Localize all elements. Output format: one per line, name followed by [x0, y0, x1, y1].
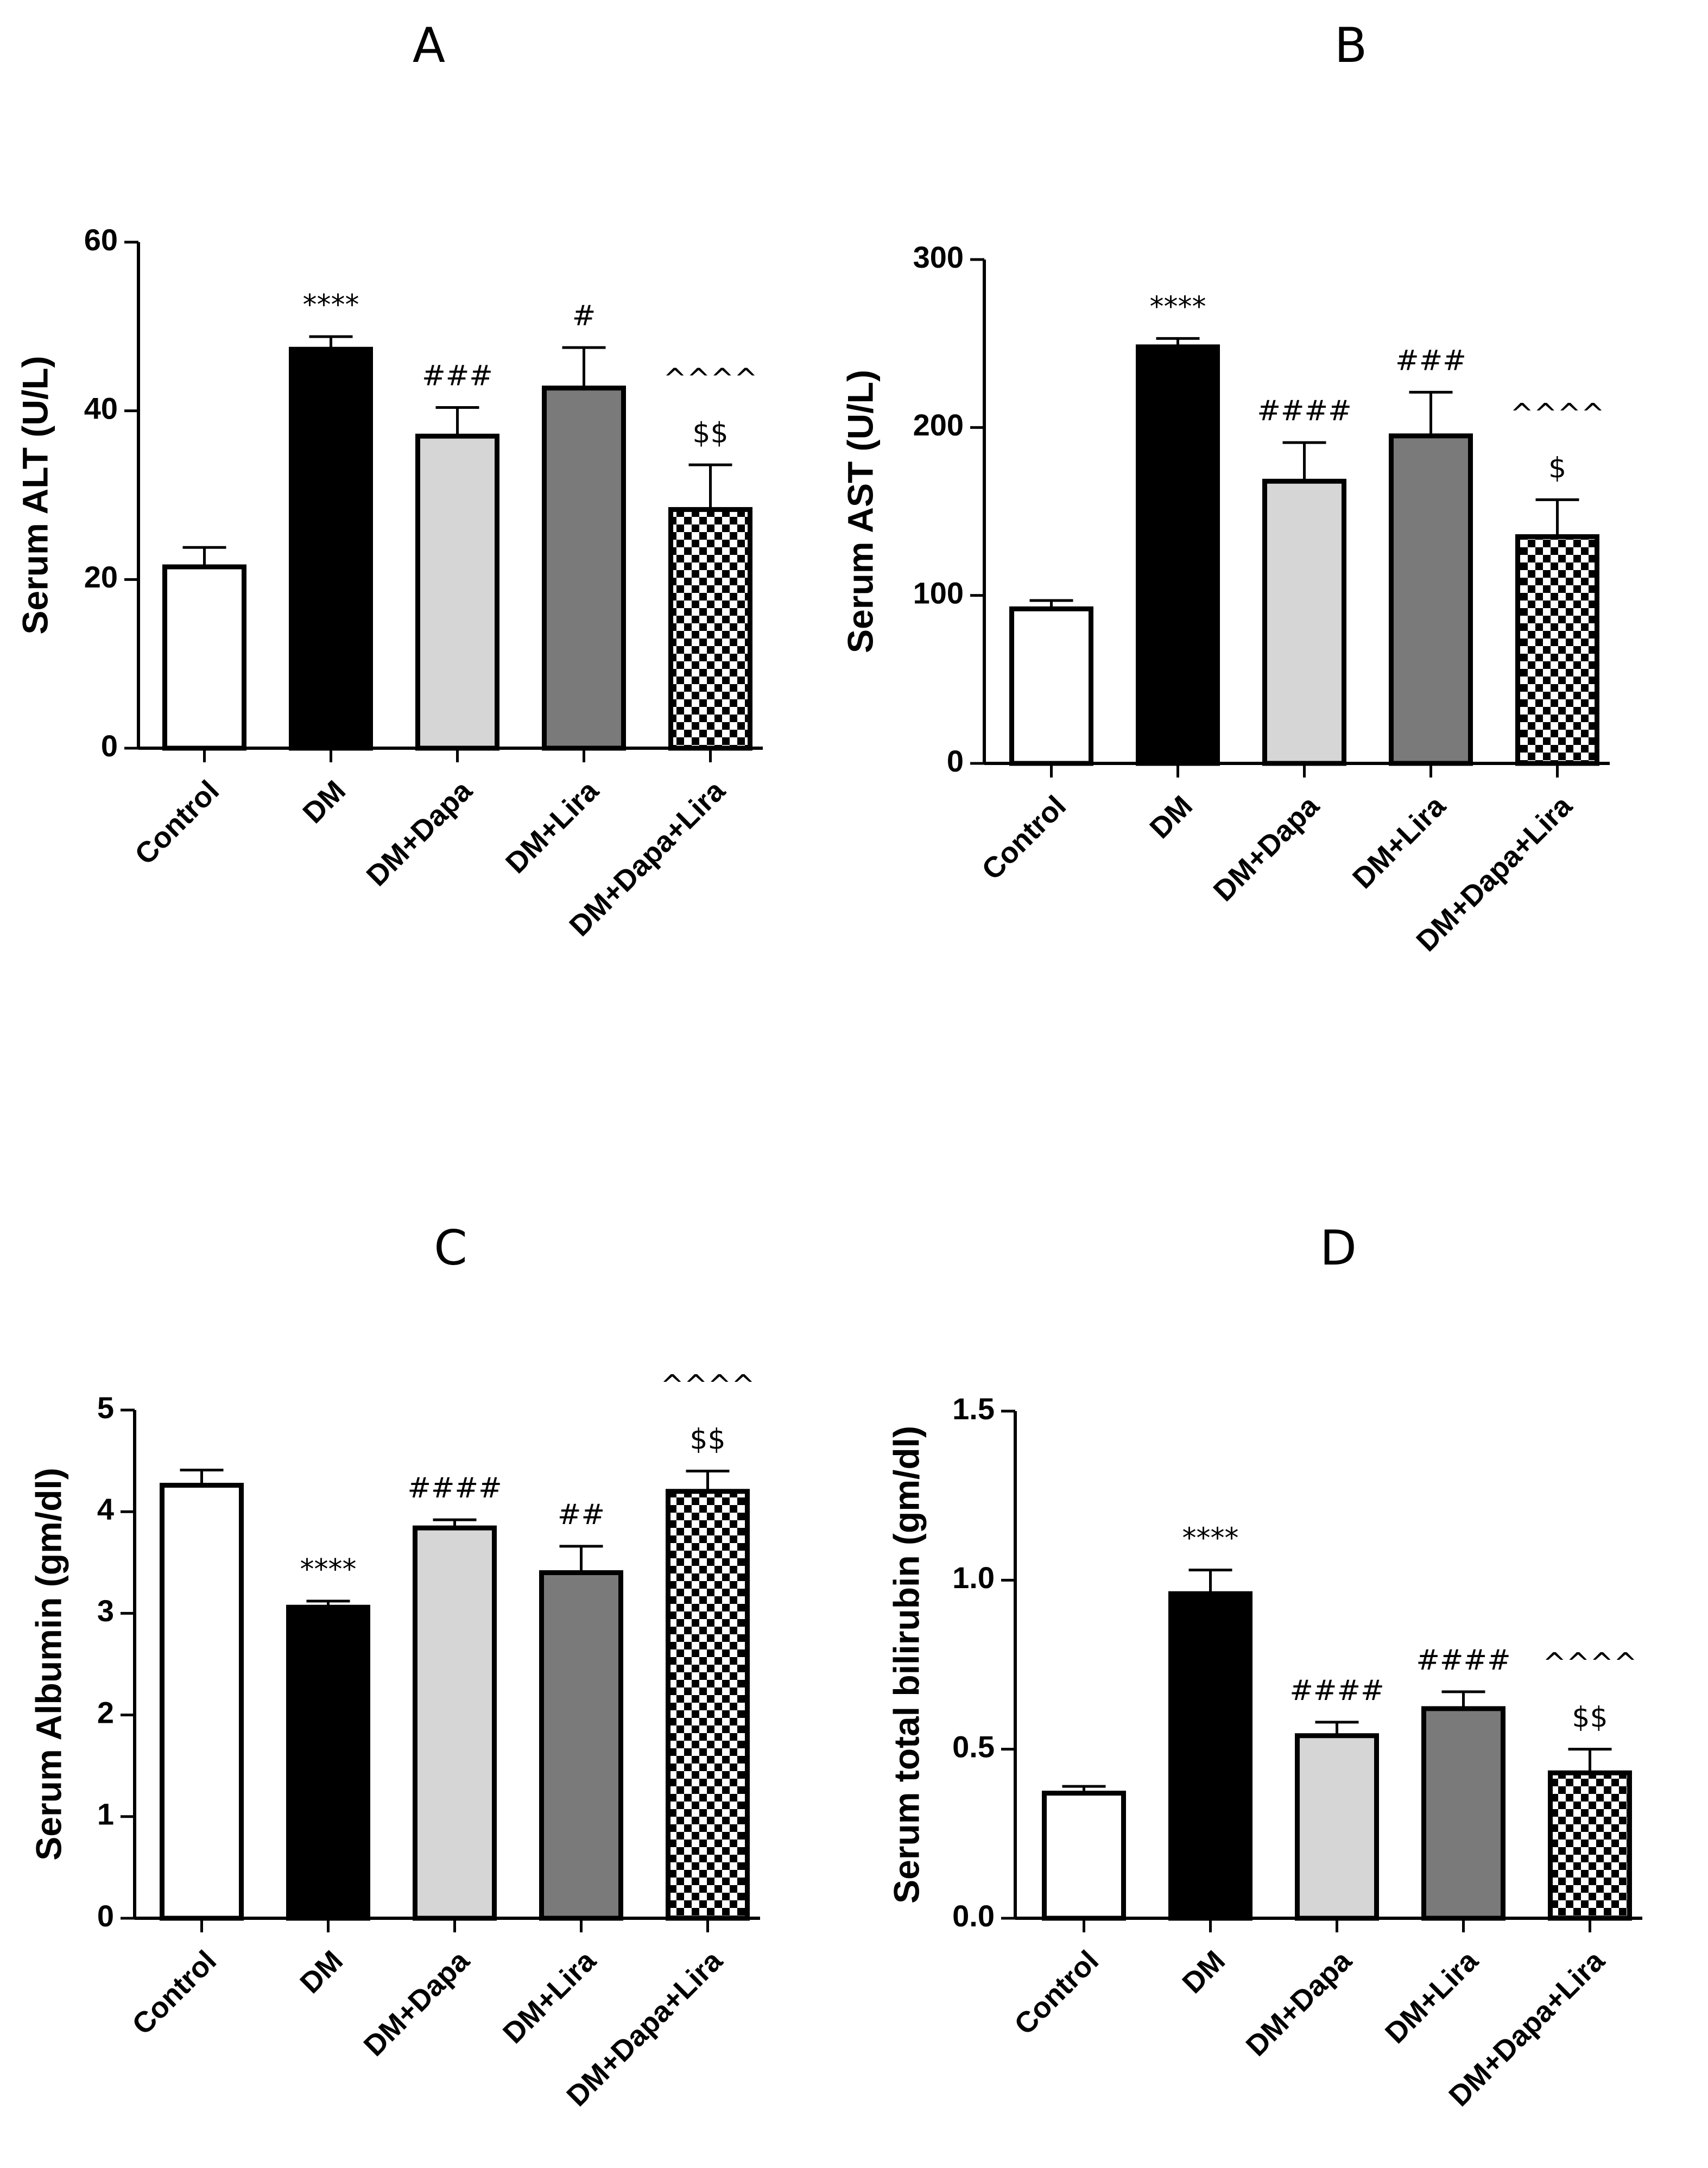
significance-label: ###: [1395, 344, 1466, 377]
significance-label: $$: [1572, 1702, 1608, 1734]
significance-label: ****: [1150, 290, 1206, 323]
bar-dm-dapa: [415, 433, 499, 751]
x-category-label: DM: [1176, 1944, 1231, 2000]
significance-label: ****: [303, 289, 359, 321]
bar-dm-dapa: [413, 1525, 497, 1921]
y-tick-label: 3: [97, 1594, 114, 1628]
significance-label: ^^^^: [660, 1369, 755, 1401]
x-category-label: DM: [296, 774, 352, 830]
bar-control: [162, 564, 246, 751]
x-category-label: Control: [126, 1944, 223, 2041]
bar-control: [1042, 1791, 1126, 1921]
bar-dm-dapa-lira: [1515, 534, 1599, 766]
x-category-label: DM+Dapa: [358, 1944, 476, 2062]
bar-dm-lira: [1389, 433, 1473, 766]
significance-label: ^^^^: [663, 363, 757, 395]
y-tick-label: 5: [97, 1390, 114, 1425]
x-category-label: Control: [129, 774, 225, 871]
bar-control: [160, 1483, 244, 1921]
y-axis-label: Serum AST (U/L): [840, 370, 880, 653]
bar-dm-lira: [542, 385, 626, 751]
x-category-label: DM+Dapa: [1240, 1944, 1358, 2062]
y-tick-label: 100: [913, 576, 964, 610]
significance-label: ##: [558, 1499, 605, 1531]
chart-panel-a: A 0 20 40 60 Serum ALT (U/L) Control DM **** DM+D…: [15, 17, 763, 943]
y-tick-label: 1: [97, 1797, 114, 1831]
chart-panel-d: D 0.0 0.5 1.0 1.5 Serum total bilirubin (gm/d…: [886, 1220, 1642, 2113]
significance-label: ####: [1289, 1674, 1384, 1707]
x-category-label: DM+Dapa: [1207, 789, 1326, 907]
chart-panel-c: C 0 1 2 3 4 5 Serum Albumin (gm/dl) Control DM ***…: [28, 1220, 760, 2113]
x-category-label: DM+Lira: [1379, 1944, 1485, 2050]
y-axis-label: Serum ALT (U/L): [15, 356, 55, 634]
y-tick-label: 0: [947, 744, 964, 778]
x-category-label: DM+Lira: [1346, 789, 1452, 895]
y-tick-label: 200: [913, 408, 964, 442]
chart-panel-b: B 0 100 200 300 Serum AST (U/L) Control DM **** D…: [840, 17, 1610, 958]
significance-label: $$: [692, 417, 728, 450]
bar-dm: [1168, 1591, 1252, 1921]
x-category-label: DM+Lira: [497, 1944, 603, 2050]
bar-dm-lira: [539, 1570, 623, 1921]
y-tick-label: 0: [97, 1899, 114, 1933]
x-category-label: DM: [294, 1944, 349, 2000]
panel-letter: B: [1334, 17, 1367, 73]
significance-label: #: [572, 300, 596, 332]
y-axis-label: Serum total bilirubin (gm/dl): [886, 1426, 926, 1904]
significance-label: ****: [1182, 1522, 1239, 1555]
panel-letter: A: [413, 17, 445, 73]
y-tick-label: 0.5: [952, 1729, 995, 1764]
bar-dm-dapa-lira: [1548, 1770, 1632, 1921]
y-tick-label: 60: [84, 223, 118, 257]
y-tick-label: 2: [97, 1695, 114, 1729]
y-tick-label: 300: [913, 240, 964, 274]
x-category-label: DM+Lira: [499, 774, 605, 880]
y-tick-label: 4: [97, 1492, 114, 1526]
bar-dm-dapa-lira: [666, 1489, 750, 1921]
significance-label: $$: [689, 1423, 725, 1456]
significance-label: ^^^^: [1510, 397, 1604, 430]
x-category-label: Control: [976, 789, 1072, 886]
significance-label: ####: [1416, 1644, 1510, 1677]
y-tick-label: 40: [84, 391, 118, 425]
bar-control: [1009, 606, 1093, 766]
bar-dm: [1136, 344, 1220, 766]
x-category-label: Control: [1008, 1944, 1105, 2041]
significance-label: $: [1548, 452, 1566, 484]
x-category-label: DM: [1143, 789, 1199, 845]
y-tick-label: 1.0: [952, 1560, 995, 1595]
bar-dm: [286, 1604, 370, 1921]
panel-letter: D: [1320, 1220, 1357, 1276]
y-tick-label: 20: [84, 560, 118, 594]
bar-dm: [289, 346, 373, 751]
significance-label: ####: [407, 1472, 502, 1505]
y-tick-label: 0: [101, 729, 118, 763]
panel-letter: C: [434, 1220, 467, 1276]
significance-label: ###: [422, 359, 493, 392]
significance-label: ^^^^: [1542, 1647, 1637, 1680]
x-category-label: DM+Dapa: [360, 774, 479, 892]
y-tick-label: 1.5: [952, 1392, 995, 1426]
bar-dm-dapa: [1295, 1733, 1379, 1921]
significance-label: ****: [300, 1553, 357, 1586]
significance-label: ####: [1257, 395, 1351, 427]
bar-dm-dapa-lira: [668, 507, 752, 751]
y-axis-label: Serum Albumin (gm/dl): [28, 1468, 68, 1861]
bar-dm-lira: [1421, 1706, 1505, 1921]
bar-dm-dapa: [1262, 478, 1346, 766]
y-tick-label: 0.0: [952, 1899, 995, 1933]
